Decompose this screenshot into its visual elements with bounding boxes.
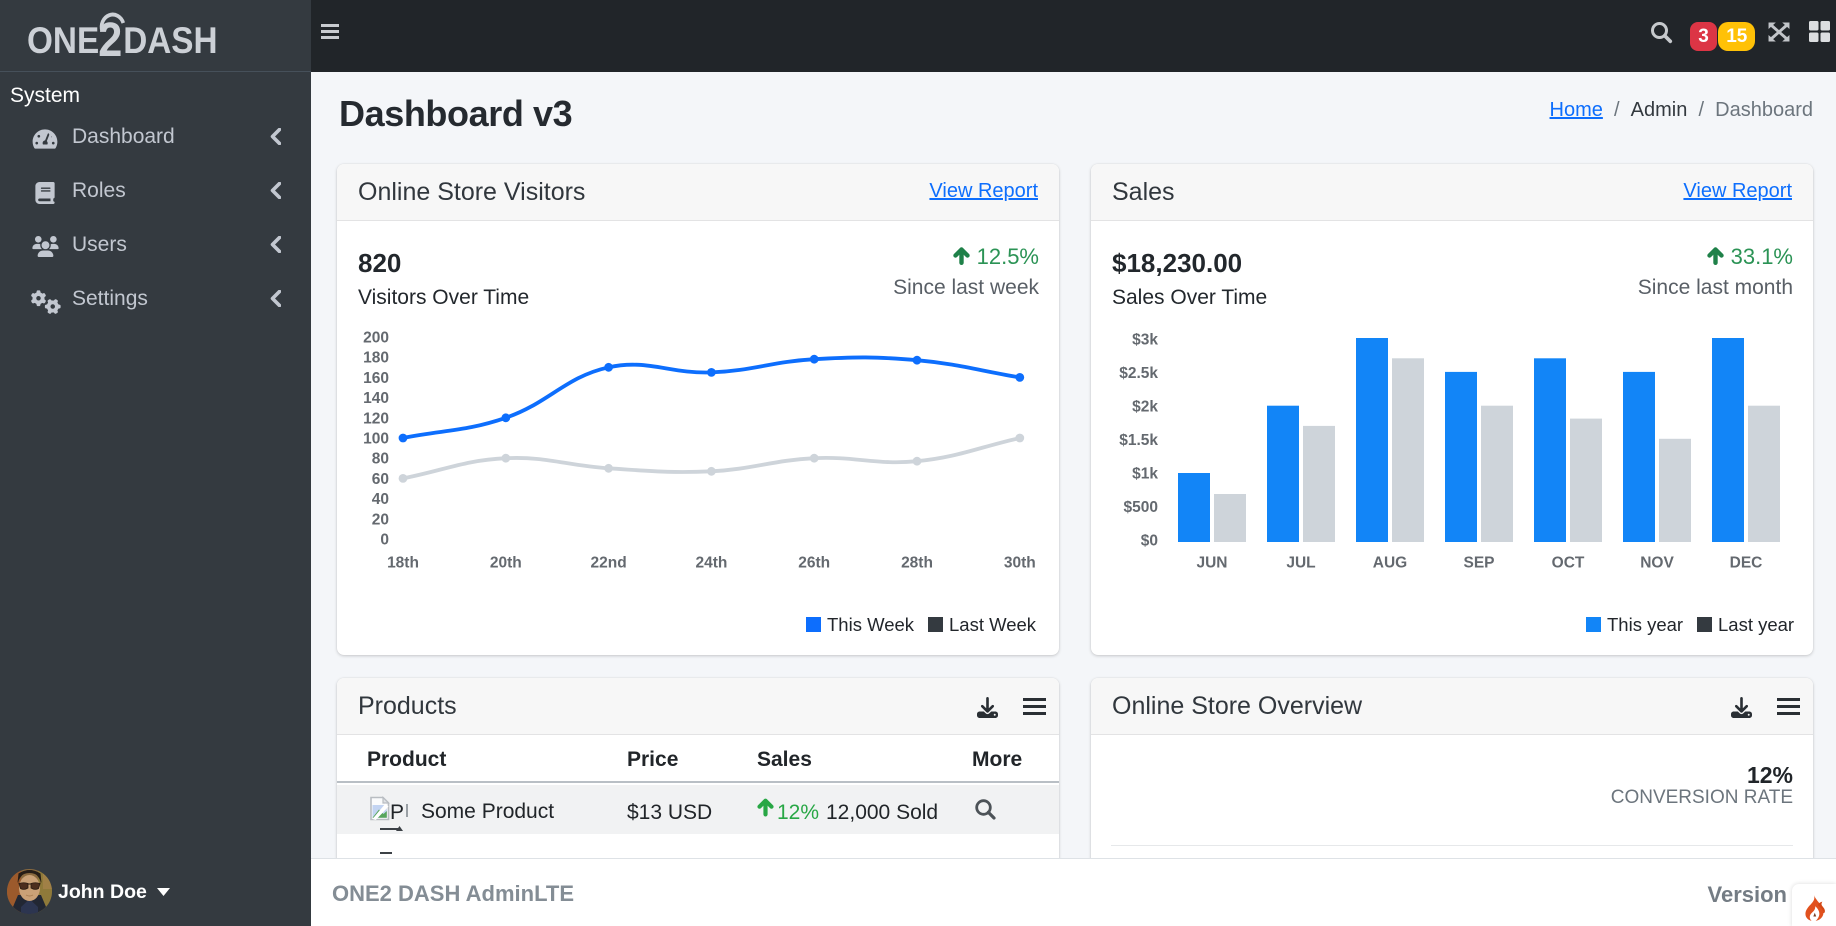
svg-text:$1k: $1k [1132,466,1158,483]
svg-text:24th: 24th [695,555,727,572]
svg-text:$0: $0 [1141,533,1158,550]
svg-text:$2k: $2k [1132,399,1158,416]
svg-text:20th: 20th [490,555,522,572]
svg-text:22nd: 22nd [591,555,627,572]
svg-text:$3k: $3k [1132,332,1158,349]
svg-text:30th: 30th [1004,555,1036,572]
svg-text:AUG: AUG [1373,555,1407,572]
svg-text:JUL: JUL [1286,555,1315,572]
svg-text:40: 40 [372,491,389,508]
svg-text:120: 120 [363,410,389,427]
svg-text:$2.5k: $2.5k [1119,365,1158,382]
svg-text:DEC: DEC [1730,555,1763,572]
svg-text:NOV: NOV [1640,555,1674,572]
svg-text:180: 180 [363,350,389,367]
svg-text:20: 20 [372,511,389,528]
svg-text:28th: 28th [901,555,933,572]
svg-text:0: 0 [380,532,389,549]
svg-text:JUN: JUN [1196,555,1227,572]
svg-text:$500: $500 [1124,499,1158,516]
svg-text:160: 160 [363,370,389,387]
svg-text:200: 200 [363,330,389,347]
svg-text:OCT: OCT [1552,555,1585,572]
svg-text:26th: 26th [798,555,830,572]
svg-text:18th: 18th [387,555,419,572]
svg-text:80: 80 [372,451,389,468]
svg-text:100: 100 [363,431,389,448]
svg-text:140: 140 [363,390,389,407]
svg-text:60: 60 [372,471,389,488]
svg-text:SEP: SEP [1463,555,1494,572]
svg-text:$1.5k: $1.5k [1119,432,1158,449]
